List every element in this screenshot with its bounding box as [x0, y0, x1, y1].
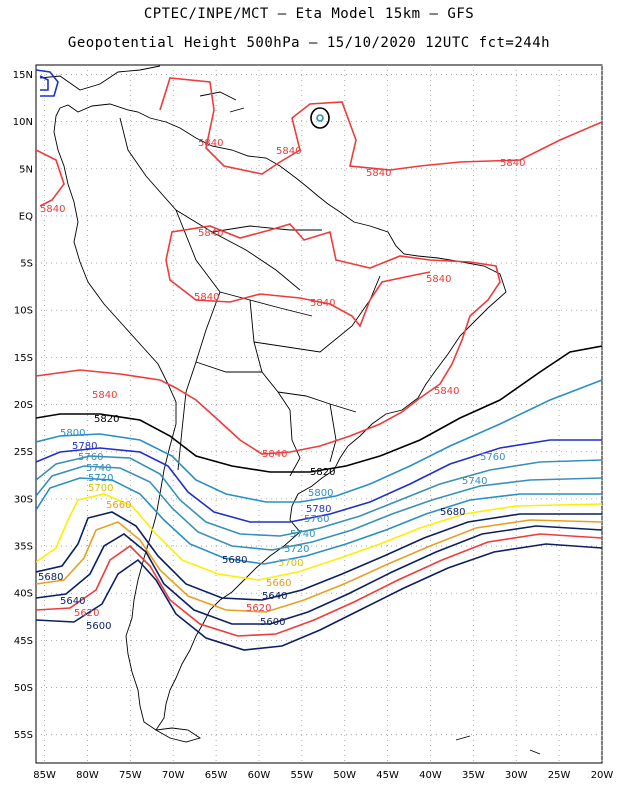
label-5640: 5640	[60, 596, 85, 607]
contour-labels: 5840 5840 5840 5840 5840 5840 5840 5840 …	[38, 138, 525, 632]
contour-5700	[36, 493, 602, 581]
label-5740: 5740	[290, 529, 315, 540]
label-5840: 5840	[194, 292, 219, 303]
label-5840: 5840	[500, 158, 525, 169]
latitude-tick-label: EQ	[19, 211, 33, 222]
latitude-tick-label: 20S	[14, 400, 33, 411]
label-5780: 5780	[72, 441, 97, 452]
latitude-tick-labels: 15N 10N 5N EQ 5S 10S 15S 20S 25S 30S 35S 40S 45S 50S 5…	[13, 70, 33, 741]
longitude-tick-label: 55W	[291, 770, 314, 781]
latitude-tick-label: 30S	[14, 494, 33, 505]
contour-5840-west	[36, 149, 65, 207]
label-5800: 5800	[60, 428, 85, 439]
contour-5660	[36, 519, 602, 613]
label-5620: 5620	[246, 603, 271, 614]
label-5660: 5660	[106, 500, 131, 511]
longitude-tick-labels: 85W 80W 75W 70W 65W 60W 55W 50W 45W 40W 35W 30W 25W 2…	[33, 770, 613, 781]
label-5840: 5840	[40, 204, 65, 215]
latitude-tick-label: 5N	[19, 164, 33, 175]
longitude-tick-label: 85W	[33, 770, 56, 781]
longitude-tick-label: 70W	[162, 770, 185, 781]
label-5820: 5820	[94, 414, 119, 425]
longitude-tick-label: 30W	[505, 770, 528, 781]
longitude-tick-label: 65W	[205, 770, 228, 781]
latitude-tick-label: 15S	[14, 353, 33, 364]
label-5600: 5600	[260, 617, 285, 628]
longitude-tick-label: 35W	[462, 770, 485, 781]
label-5780: 5780	[306, 504, 331, 515]
label-5700: 5700	[88, 483, 113, 494]
label-5840: 5840	[426, 274, 451, 285]
label-5760: 5760	[304, 514, 329, 525]
contour-5780	[36, 439, 602, 523]
label-5720: 5720	[284, 544, 309, 555]
contour-5800	[36, 379, 602, 503]
contour-northwest-low	[36, 69, 59, 97]
label-5740: 5740	[462, 476, 487, 487]
label-5840: 5840	[92, 390, 117, 401]
longitude-tick-label: 60W	[248, 770, 271, 781]
label-5840: 5840	[198, 138, 223, 149]
contour-5820	[36, 345, 602, 473]
contour-5640	[36, 525, 602, 625]
contour-5760	[36, 455, 602, 537]
label-5720: 5720	[88, 473, 113, 484]
label-5800: 5800	[308, 488, 333, 499]
longitude-tick-label: 40W	[419, 770, 442, 781]
contour-lines	[36, 69, 602, 651]
contour-5720	[36, 477, 602, 565]
longitude-tick-label: 20W	[591, 770, 614, 781]
label-5620: 5620	[74, 608, 99, 619]
map-frame	[35, 64, 603, 764]
contour-5840-closed-high	[310, 107, 330, 129]
latitude-tick-label: 55S	[14, 730, 33, 741]
label-5740: 5740	[86, 463, 111, 474]
latitude-tick-label: 5S	[20, 259, 33, 270]
south-america-coastline	[53, 103, 507, 731]
longitude-tick-label: 80W	[76, 770, 99, 781]
longitude-tick-label: 75W	[119, 770, 142, 781]
latitude-tick-label: 25S	[14, 447, 33, 458]
latitude-tick-label: 10N	[13, 117, 33, 128]
tierra-del-fuego	[154, 727, 202, 743]
latitude-tick-label: 15N	[13, 70, 33, 81]
latitude-tick-label: 35S	[14, 542, 33, 553]
label-5840: 5840	[276, 146, 301, 157]
chart-title: CPTEC/INPE/MCT – Eta Model 15km – GFS	[143, 6, 475, 22]
latitude-tick-label: 50S	[14, 683, 33, 694]
label-5680: 5680	[440, 507, 465, 518]
latitude-tick-label: 45S	[14, 636, 33, 647]
contour-5600	[36, 543, 602, 651]
label-5840: 5840	[434, 386, 459, 397]
coastlines-and-borders	[39, 65, 541, 755]
contour-5680	[36, 511, 602, 601]
contour-5740	[36, 465, 602, 551]
label-5640: 5640	[262, 591, 287, 602]
longitude-tick-label: 50W	[333, 770, 356, 781]
latitude-tick-label: 40S	[14, 589, 33, 600]
label-5680: 5680	[222, 555, 247, 566]
label-5840: 5840	[310, 298, 335, 309]
latitude-tick-label: 10S	[14, 306, 33, 317]
contour-5620	[36, 533, 602, 637]
contour-5840-closed-inner	[316, 114, 324, 122]
label-5680: 5680	[38, 572, 63, 583]
contour-5840-central	[36, 223, 501, 455]
contour-5840-mid	[165, 259, 431, 328]
label-5600: 5600	[86, 621, 111, 632]
longitude-tick-label: 25W	[548, 770, 571, 781]
north-coast-islands	[39, 65, 541, 755]
chart-subtitle: Geopotential Height 500hPa – 15/10/2020 …	[67, 35, 551, 51]
label-5820: 5820	[310, 467, 335, 478]
label-5840: 5840	[198, 228, 223, 239]
label-5700: 5700	[278, 558, 303, 569]
label-5760: 5760	[480, 452, 505, 463]
label-5840: 5840	[366, 168, 391, 179]
contour-5840-north	[159, 77, 602, 175]
label-5660: 5660	[266, 578, 291, 589]
longitude-tick-label: 45W	[376, 770, 399, 781]
label-5840: 5840	[262, 449, 287, 460]
label-5760: 5760	[78, 452, 103, 463]
